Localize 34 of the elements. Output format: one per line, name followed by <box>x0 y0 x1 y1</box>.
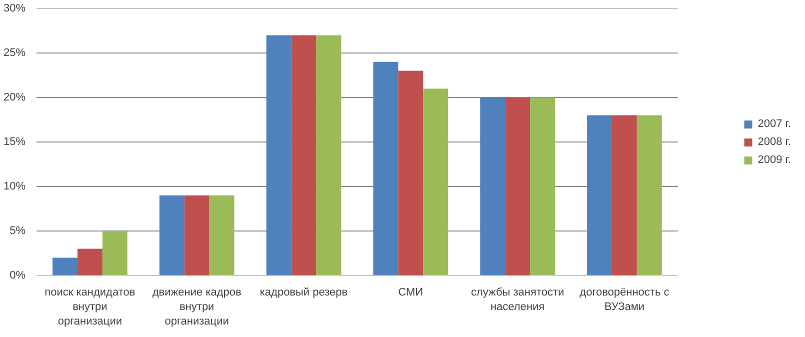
bar <box>373 62 398 276</box>
legend-label: 2009 г. <box>758 154 791 166</box>
bar <box>52 258 78 276</box>
bar <box>398 70 424 276</box>
legend-label: 2007 г. <box>758 118 791 130</box>
y-tick-label: 30% <box>3 2 26 14</box>
y-tick-label: 10% <box>3 180 26 192</box>
x-tick-label: кадровый резерв <box>260 286 348 298</box>
y-tick-label: 15% <box>3 136 26 148</box>
bar <box>636 115 662 276</box>
bar <box>423 88 448 276</box>
bar <box>587 115 612 276</box>
bar <box>184 195 210 276</box>
bar <box>530 98 555 276</box>
x-tick-label: СМИ <box>398 286 424 298</box>
legend-label: 2008 г. <box>758 136 791 148</box>
bar <box>266 35 292 276</box>
y-tick-label: 5% <box>10 225 26 237</box>
x-tick-label: договорённость с ВУЗами <box>580 286 670 313</box>
bar <box>505 98 530 276</box>
x-tick-label: службы занятости населения <box>470 286 564 313</box>
bar <box>102 231 128 276</box>
bar <box>480 98 506 276</box>
bar <box>209 195 234 276</box>
x-tick-label: движение кадров внутри организации <box>152 286 242 328</box>
y-tick-label: 25% <box>3 47 26 59</box>
bar <box>159 195 184 276</box>
bar <box>291 35 316 276</box>
y-tick-label: 20% <box>3 92 26 104</box>
bar <box>316 35 342 276</box>
y-tick-label: 0% <box>10 270 26 282</box>
bar <box>612 115 637 276</box>
bar <box>77 248 102 276</box>
x-tick-label: поиск кандидатов внутри организации <box>44 286 136 328</box>
